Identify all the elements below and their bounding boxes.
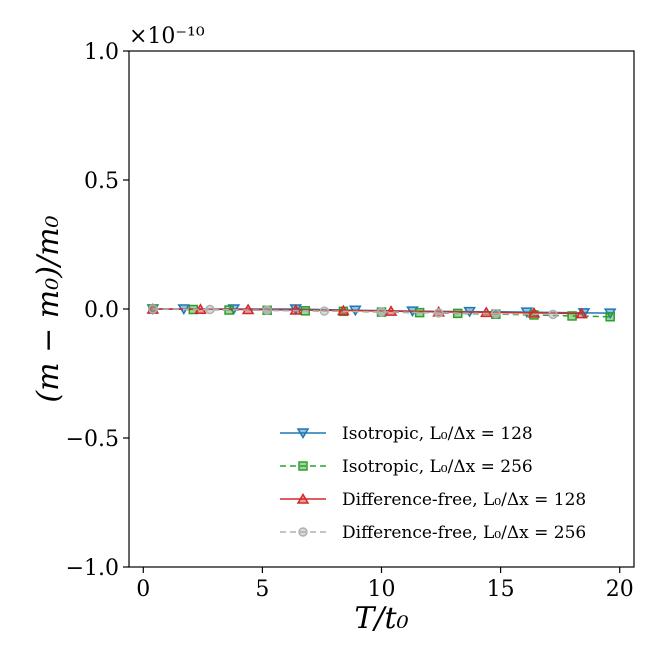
data-point	[376, 307, 387, 317]
y-axis-multiplier: ×10⁻¹⁰	[129, 24, 205, 49]
series-layer	[146, 303, 617, 322]
data-point	[605, 311, 615, 322]
data-point	[262, 305, 272, 316]
y-tick-label: 0.5	[84, 169, 119, 194]
x-tick-label: 5	[255, 577, 269, 602]
legend-entry: Isotropic, L₀/Δx = 256	[280, 457, 533, 477]
legend-marker	[296, 493, 310, 504]
series-line	[152, 308, 611, 318]
legend-entry: Difference-free, L₀/Δx = 128	[280, 490, 586, 510]
legend-marker	[298, 527, 308, 537]
axis-ticks: 0 5 10 15 20 −1.0 −0.5 0.0 0.5 1.0	[66, 40, 634, 602]
y-tick-label: −0.5	[66, 427, 119, 452]
data-point	[289, 304, 303, 315]
series-line	[152, 308, 554, 316]
x-tick-label: 10	[368, 577, 396, 602]
data-point	[432, 305, 445, 317]
y-tick-label: 0.0	[84, 298, 119, 323]
series-4	[148, 304, 558, 320]
legend-label: Isotropic, L₀/Δx = 256	[342, 457, 533, 477]
x-tick-label: 20	[606, 577, 634, 602]
x-tick-label: 0	[136, 577, 150, 602]
legend-label: Difference-free, L₀/Δx = 256	[342, 523, 586, 543]
legend-label: Difference-free, L₀/Δx = 128	[342, 490, 586, 510]
y-axis-title: (m − m₀)/m₀	[31, 215, 66, 402]
legend-marker	[298, 461, 308, 471]
data-point	[548, 309, 558, 320]
y-tick-label: 1.0	[84, 40, 119, 65]
legend-entry: Difference-free, L₀/Δx = 256	[280, 523, 586, 543]
data-point	[319, 306, 330, 316]
data-point	[384, 305, 398, 316]
data-point	[491, 308, 501, 319]
data-point	[148, 304, 158, 314]
x-axis-title: T/t₀	[354, 601, 408, 636]
legend: Isotropic, L₀/Δx = 128 Isotropic, L₀/Δx =…	[280, 424, 586, 543]
data-point	[575, 307, 588, 319]
legend-label: Isotropic, L₀/Δx = 128	[342, 424, 533, 444]
legend-entry: Isotropic, L₀/Δx = 128	[280, 424, 533, 444]
data-point	[205, 304, 215, 315]
data-point	[567, 311, 577, 321]
y-tick-label: −1.0	[66, 556, 119, 581]
data-point	[337, 304, 350, 316]
legend-marker	[296, 428, 310, 439]
data-point	[433, 308, 444, 318]
x-tick-label: 15	[487, 577, 515, 602]
